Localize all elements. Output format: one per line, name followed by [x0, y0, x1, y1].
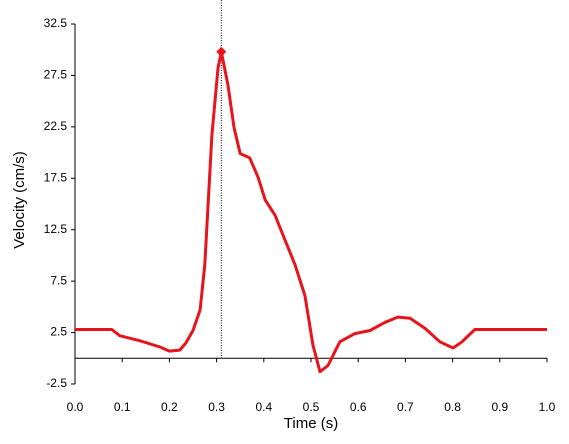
y-tick-label: 32.5 — [44, 16, 68, 30]
y-tick-label: -2.5 — [46, 376, 67, 390]
y-tick-label: 7.5 — [50, 273, 67, 287]
x-tick-label: 1.0 — [539, 400, 556, 414]
y-tick-label: 27.5 — [44, 68, 68, 82]
y-tick-label: 2.5 — [50, 325, 67, 339]
y-tick-label: 17.5 — [44, 170, 68, 184]
peak-marker — [216, 46, 227, 57]
velocity-line — [75, 50, 547, 374]
x-axis-label: Time (s) — [284, 415, 338, 432]
x-tick-label: 0.9 — [491, 400, 508, 414]
x-tick-label: 0.0 — [67, 400, 84, 414]
x-tick-label: 0.3 — [208, 400, 225, 414]
x-tick-label: 0.6 — [350, 400, 367, 414]
x-tick-label: 0.2 — [161, 400, 178, 414]
x-tick-label: 0.8 — [444, 400, 461, 414]
x-tick-label: 0.5 — [303, 400, 320, 414]
x-tick-label: 0.4 — [255, 400, 272, 414]
y-tick-label: 12.5 — [44, 222, 68, 236]
y-axis-label: Velocity (cm/s) — [11, 151, 28, 249]
x-tick-label: 0.1 — [114, 400, 131, 414]
y-tick-label: 22.5 — [44, 119, 68, 133]
x-tick-label: 0.7 — [397, 400, 414, 414]
